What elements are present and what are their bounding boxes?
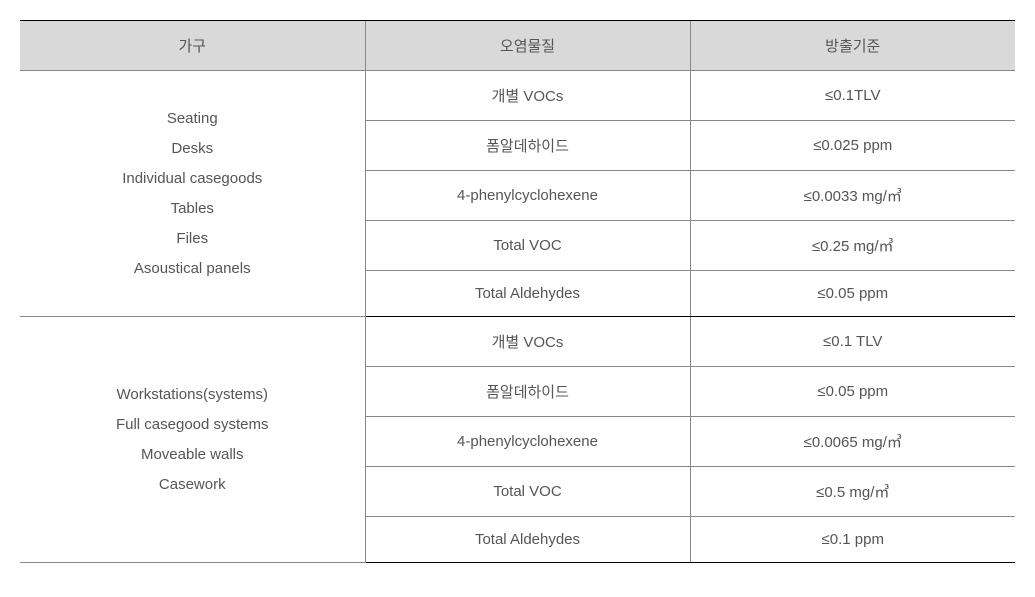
header-row: 가구 오염물질 방출기준	[20, 21, 1015, 71]
criteria-cell: ≤0.1TLV	[690, 71, 1015, 121]
pollutant-cell: 4-phenylcyclohexene	[365, 417, 690, 467]
cat-line: Asoustical panels	[134, 260, 251, 277]
pollutant-cell: 폼알데하이드	[365, 121, 690, 171]
pollutant-cell: Total VOC	[365, 221, 690, 271]
criteria-cell: ≤0.1 TLV	[690, 317, 1015, 367]
emissions-table: 가구 오염물질 방출기준 Seating Desks Individual ca…	[20, 20, 1015, 563]
cat-line: Workstations(systems)	[117, 386, 268, 403]
cat-line: Casework	[159, 476, 226, 493]
criteria-cell: ≤0.05 ppm	[690, 367, 1015, 417]
cat-line: Individual casegoods	[122, 170, 262, 187]
cat-line: Tables	[171, 200, 214, 217]
category-cell-group2: Workstations(systems) Full casegood syst…	[20, 317, 365, 563]
pollutant-cell: 개별 VOCs	[365, 317, 690, 367]
header-criteria: 방출기준	[690, 21, 1015, 71]
table-row: Seating Desks Individual casegoods Table…	[20, 71, 1015, 121]
criteria-cell: ≤0.025 ppm	[690, 121, 1015, 171]
pollutant-cell: Total VOC	[365, 467, 690, 517]
pollutant-cell: Total Aldehydes	[365, 271, 690, 317]
criteria-cell: ≤0.25 mg/㎥	[690, 221, 1015, 271]
cat-line: Desks	[171, 140, 213, 157]
cat-line: Files	[176, 230, 208, 247]
pollutant-cell: 폼알데하이드	[365, 367, 690, 417]
header-furniture: 가구	[20, 21, 365, 71]
criteria-cell: ≤0.1 ppm	[690, 517, 1015, 563]
criteria-cell: ≤0.0065 mg/㎥	[690, 417, 1015, 467]
header-pollutant: 오염물질	[365, 21, 690, 71]
table-row: Workstations(systems) Full casegood syst…	[20, 317, 1015, 367]
criteria-cell: ≤0.5 mg/㎥	[690, 467, 1015, 517]
pollutant-cell: 개별 VOCs	[365, 71, 690, 121]
criteria-cell: ≤0.0033 mg/㎥	[690, 171, 1015, 221]
pollutant-cell: Total Aldehydes	[365, 517, 690, 563]
cat-line: Full casegood systems	[116, 416, 269, 433]
pollutant-cell: 4-phenylcyclohexene	[365, 171, 690, 221]
cat-line: Moveable walls	[141, 446, 244, 463]
criteria-cell: ≤0.05 ppm	[690, 271, 1015, 317]
category-cell-group1: Seating Desks Individual casegoods Table…	[20, 71, 365, 317]
cat-line: Seating	[167, 110, 218, 127]
